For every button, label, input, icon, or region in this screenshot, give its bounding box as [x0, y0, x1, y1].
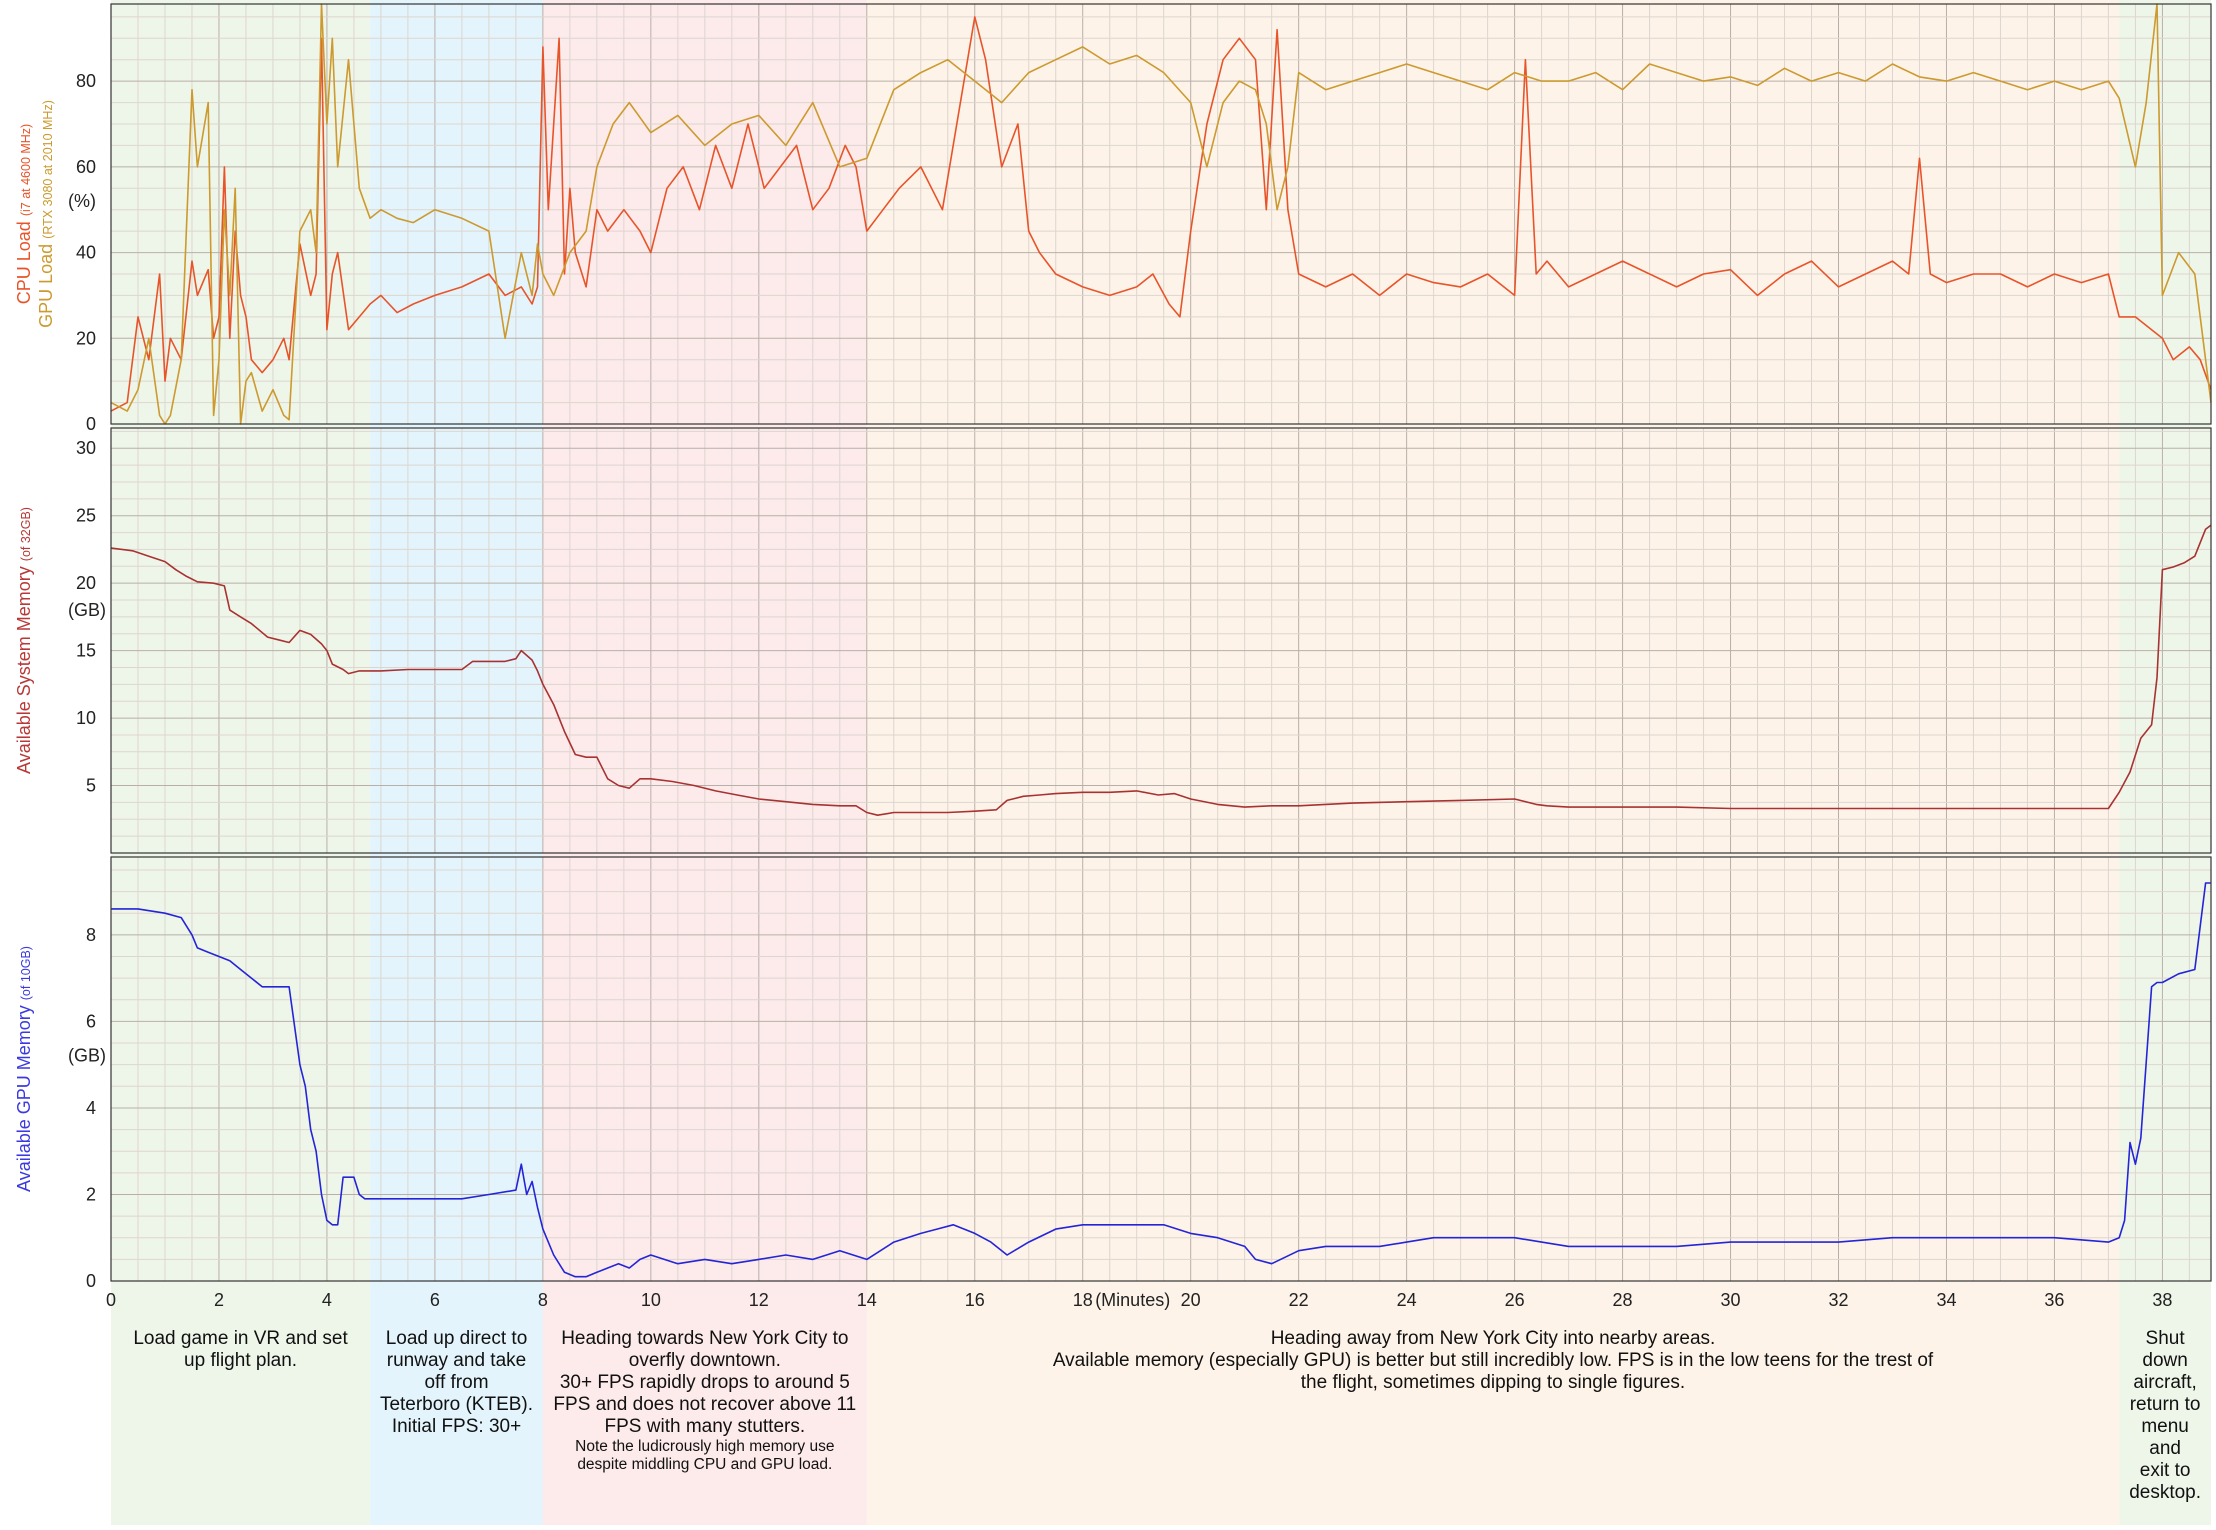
y-tick-label: 0	[86, 414, 96, 434]
phase-annotation-4: Shut down aircraft, return to menu and exit …	[2123, 1328, 2207, 1504]
annotation-line: Shut down	[2142, 1328, 2188, 1371]
y-tick-label: 0	[86, 1271, 96, 1291]
annotation-line: FPS and does not recover above 11	[553, 1394, 857, 1415]
y-tick-label: 80	[76, 71, 96, 91]
annotation-line: 30+ FPS rapidly drops to around 5	[559, 1372, 850, 1393]
y-axis-label: Available GPU Memory (of 10GB)	[14, 946, 34, 1192]
annotation-line: aircraft,	[2133, 1372, 2197, 1393]
panel-frame	[110, 3, 2212, 425]
annotation-line: return to	[2129, 1394, 2201, 1415]
y-axis-label-note: (of 32GB)	[19, 507, 33, 561]
y-tick-label: 15	[76, 641, 96, 661]
x-tick-label: 14	[857, 1290, 877, 1310]
x-axis-label: (Minutes)	[1095, 1290, 1170, 1310]
panel-frame	[110, 427, 2212, 854]
y-axis-label-main: Available System Memory	[14, 561, 34, 774]
annotation-line: Load up direct to	[385, 1328, 528, 1349]
annotation-line: Heading away from New York City into nea…	[1270, 1328, 1716, 1349]
phase-annotation-0: Load game in VR and set up flight plan.	[115, 1328, 366, 1372]
annotation-line: Available memory (especially GPU) is bet…	[1052, 1350, 1934, 1371]
x-tick-label: 30	[1721, 1290, 1741, 1310]
y-tick-label: 30	[76, 438, 96, 458]
annotation-note-line: despite middling CPU and GPU load.	[577, 1456, 833, 1473]
y-unit-label: (GB)	[68, 600, 106, 620]
x-tick-label: 8	[538, 1290, 548, 1310]
annotation-note-line: Note the ludicrously high memory use	[575, 1438, 835, 1455]
phase-annotation-1: Load up direct to runway and take off from…	[374, 1328, 539, 1438]
y-tick-label: 10	[76, 708, 96, 728]
annotation-line: desktop.	[2129, 1482, 2202, 1503]
y-tick-label: 20	[76, 328, 96, 348]
annotation-line: Heading towards New York City to	[561, 1328, 849, 1349]
phase-band-3	[866, 0, 2120, 1525]
annotation-line: FPS with many stutters.	[604, 1416, 806, 1437]
y-tick-label: 6	[86, 1011, 96, 1031]
phase-annotation-2: Heading towards New York City to overfly …	[547, 1328, 863, 1474]
y-unit-label: (GB)	[68, 1045, 106, 1065]
y-tick-label: 2	[86, 1184, 96, 1204]
panel-frame	[110, 856, 2212, 1282]
x-tick-label: 36	[2044, 1290, 2064, 1310]
y-tick-label: 40	[76, 243, 96, 263]
annotation-line: the flight, sometimes dipping to single …	[1300, 1372, 1686, 1393]
x-tick-label: 12	[749, 1290, 769, 1310]
x-tick-label: 26	[1505, 1290, 1525, 1310]
phase-band-4	[2119, 0, 2211, 1525]
annotation-line: exit to	[2139, 1460, 2191, 1481]
annotation-line: up flight plan.	[184, 1350, 298, 1371]
series-line-available-system-memory	[110, 524, 2212, 817]
y-tick-label: 60	[76, 157, 96, 177]
annotation-line: menu and	[2141, 1416, 2189, 1459]
y-axis-label-note: (i7 at 4600 MHz)	[19, 124, 33, 216]
annotation-line: runway and take	[386, 1350, 527, 1371]
annotation-line: off from	[424, 1372, 489, 1393]
y-unit-label: (%)	[68, 191, 96, 211]
x-tick-label: 38	[2152, 1290, 2172, 1310]
x-tick-label: 10	[641, 1290, 661, 1310]
annotation-line: Teterboro (KTEB).	[379, 1394, 534, 1415]
y-axis-label-main: Available GPU Memory	[14, 1000, 34, 1192]
x-tick-label: 22	[1289, 1290, 1309, 1310]
y-axis-label: Available System Memory (of 32GB)	[14, 507, 34, 774]
y-axis-label-note: (of 10GB)	[19, 946, 33, 1000]
x-tick-label: 0	[106, 1290, 116, 1310]
annotation-line: Load game in VR and set	[133, 1328, 348, 1349]
y-axis-label-main: CPU Load	[14, 216, 34, 304]
y-tick-label: 8	[86, 925, 96, 945]
x-tick-label: 6	[430, 1290, 440, 1310]
x-tick-label: 2	[214, 1290, 224, 1310]
series-line-gpu-load	[110, 3, 2212, 425]
y-axis-label: GPU Load (RTX 3080 at 2010 MHz)	[36, 100, 56, 328]
y-tick-label: 20	[76, 573, 96, 593]
series-line-available-gpu-memory	[111, 882, 2211, 1278]
x-tick-label: 34	[1936, 1290, 1956, 1310]
annotation-line: overfly downtown.	[628, 1350, 781, 1371]
y-axis-label: CPU Load (i7 at 4600 MHz)	[14, 124, 34, 304]
x-tick-label: 32	[1828, 1290, 1848, 1310]
x-tick-label: 24	[1397, 1290, 1417, 1310]
y-axis-label-main: GPU Load	[36, 239, 56, 328]
y-tick-label: 4	[86, 1098, 96, 1118]
x-tick-label: 16	[965, 1290, 985, 1310]
y-tick-label: 25	[76, 506, 96, 526]
phase-band-1	[370, 0, 543, 1525]
x-tick-label: 4	[322, 1290, 332, 1310]
x-tick-label: 20	[1181, 1290, 1201, 1310]
y-tick-label: 5	[86, 776, 96, 796]
x-tick-label: 18	[1073, 1290, 1093, 1310]
x-tick-label: 28	[1613, 1290, 1633, 1310]
annotation-line: Initial FPS: 30+	[391, 1416, 522, 1437]
y-axis-label-note: (RTX 3080 at 2010 MHz)	[41, 100, 55, 239]
phase-annotation-3: Heading away from New York City into nea…	[871, 1328, 2115, 1394]
